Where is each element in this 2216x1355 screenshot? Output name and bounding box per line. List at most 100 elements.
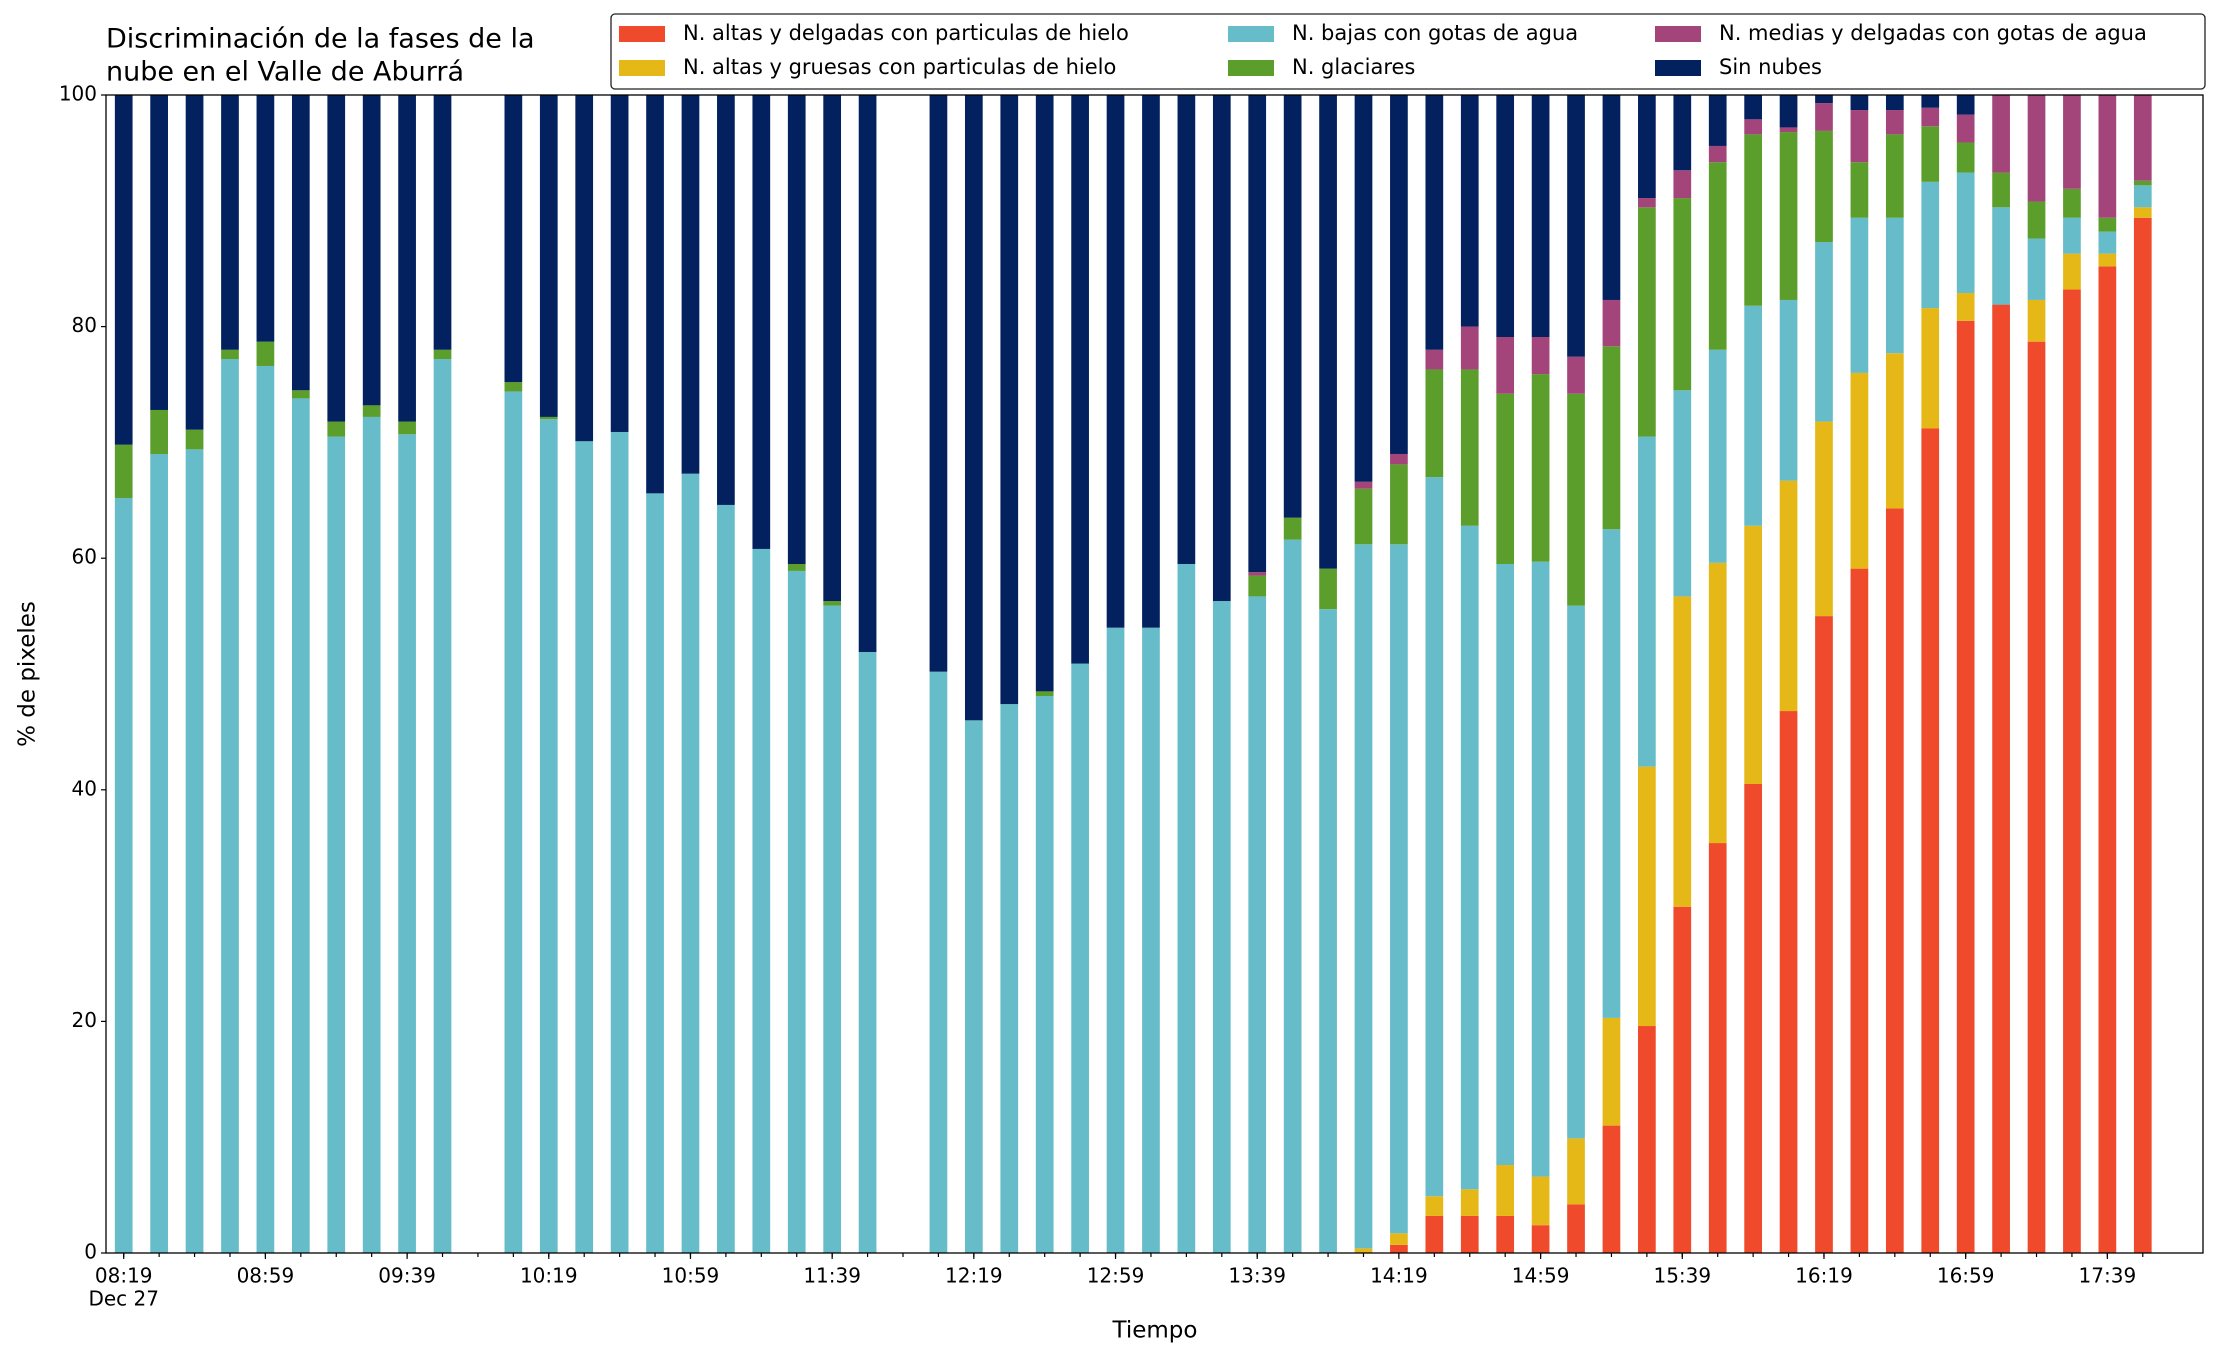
bar-segment — [1956, 172, 1975, 294]
bar-segment — [1779, 480, 1798, 712]
bar-segment — [539, 416, 558, 420]
x-axis-label: Tiempo — [1112, 1318, 1198, 1344]
legend-label: N. altas y delgadas con particulas de hi… — [683, 21, 1129, 45]
bar-segment — [291, 390, 310, 399]
bar-segment — [1885, 217, 1904, 354]
bar-segment — [291, 398, 310, 1253]
bar-segment — [150, 453, 168, 1254]
bar-segment — [221, 349, 239, 360]
bar-segment — [2027, 299, 2046, 342]
bar-segment — [575, 441, 594, 1253]
bar-segment — [610, 95, 629, 432]
x-tick-label: 14:59 — [1512, 1264, 1570, 1288]
bar-segment — [1815, 242, 1833, 422]
bar-segment — [1744, 525, 1762, 785]
bar-segment — [1390, 464, 1408, 545]
legend-swatch — [1228, 26, 1274, 42]
bar-segment — [1319, 609, 1337, 1253]
chart-title: nube en el Valle de Aburrá — [106, 57, 464, 88]
legend-swatch — [1655, 26, 1701, 42]
bar-segment — [1071, 95, 1089, 664]
x-tick-label: 08:59 — [237, 1264, 295, 1288]
legend-swatch — [1655, 60, 1701, 76]
bar-segment — [1921, 308, 1940, 429]
bar-segment — [1638, 95, 1656, 199]
bar-segment — [2027, 341, 2046, 1253]
bar-segment — [1638, 1026, 1656, 1253]
bar-segment — [1567, 1138, 1585, 1205]
bar-segment — [1000, 95, 1019, 705]
bar-segment — [1602, 529, 1621, 1018]
bar-segment — [1354, 488, 1373, 545]
bar-segment — [1638, 207, 1656, 437]
legend-label: N. glaciares — [1292, 55, 1415, 79]
bar-segment — [1850, 95, 1869, 111]
bar-segment — [717, 95, 735, 505]
bar-segment — [1956, 293, 1975, 321]
bar-segment — [2133, 217, 2152, 1253]
bar-segment — [256, 365, 275, 1253]
legend-swatch — [1228, 60, 1274, 76]
bar-segment — [858, 95, 877, 652]
bar-segment — [362, 405, 381, 417]
bar-segment — [2098, 217, 2117, 232]
bar-segment — [717, 504, 735, 1253]
bar-segment — [1779, 299, 1798, 481]
bar-segment — [1850, 568, 1869, 1253]
bar-segment — [1035, 691, 1054, 697]
bar-segment — [1106, 627, 1125, 1253]
bar-segment — [752, 548, 771, 1253]
x-tick-label: 08:19 — [95, 1264, 153, 1288]
bar-segment — [433, 349, 452, 360]
bar-segment — [1956, 95, 1975, 115]
y-tick-label: 60 — [72, 545, 97, 569]
bar-segment — [646, 95, 664, 494]
bar-segment — [1708, 562, 1727, 844]
bar-segment — [1248, 95, 1267, 573]
x-tick-label: 14:19 — [1370, 1264, 1428, 1288]
bar-segment — [114, 95, 133, 445]
bar-segment — [1283, 517, 1302, 540]
bar-segment — [1779, 132, 1798, 300]
bar-segment — [1248, 575, 1267, 597]
bar-segment — [1744, 119, 1762, 135]
bar-segment — [1212, 95, 1231, 602]
bar-segment — [1567, 393, 1585, 606]
bar-segment — [1673, 170, 1692, 199]
bar-segment — [2133, 95, 2152, 181]
bar-segment — [1425, 477, 1444, 1197]
bar-segment — [1815, 130, 1833, 243]
bar-segment — [1531, 1225, 1550, 1253]
bar-segment — [1283, 539, 1302, 1253]
bar-segment — [787, 570, 806, 1253]
bar-segment — [646, 493, 664, 1253]
bar-segment — [1708, 349, 1727, 563]
bar-segment — [1071, 663, 1089, 1253]
y-tick-label: 0 — [84, 1240, 97, 1264]
bar-segment — [1779, 127, 1798, 133]
bar-segment — [1496, 95, 1515, 338]
x-tick-label: 16:59 — [1937, 1264, 1995, 1288]
bar-segment — [1000, 704, 1019, 1253]
bar-segment — [1673, 906, 1692, 1253]
bar-segment — [752, 95, 771, 549]
bar-segment — [1602, 346, 1621, 530]
bar-segment — [1992, 207, 2010, 305]
bar-segment — [185, 429, 204, 450]
bar-segment — [1248, 572, 1267, 576]
bar-segment — [1673, 390, 1692, 597]
bar-segment — [1567, 1204, 1585, 1253]
bar-segment — [929, 95, 948, 672]
bar-segment — [1460, 1189, 1479, 1216]
bar-segment — [1390, 1244, 1408, 1253]
bar-segment — [433, 359, 452, 1253]
bar-segment — [1354, 95, 1373, 482]
bar-segment — [1142, 95, 1160, 628]
bar-segment — [1779, 711, 1798, 1253]
y-tick-label: 20 — [72, 1008, 97, 1032]
bar-segment — [681, 473, 700, 1253]
bar-segment — [1956, 320, 1975, 1253]
bar-segment — [1567, 95, 1585, 357]
bar-segment — [1035, 696, 1054, 1253]
bar-segment — [1921, 126, 1940, 182]
